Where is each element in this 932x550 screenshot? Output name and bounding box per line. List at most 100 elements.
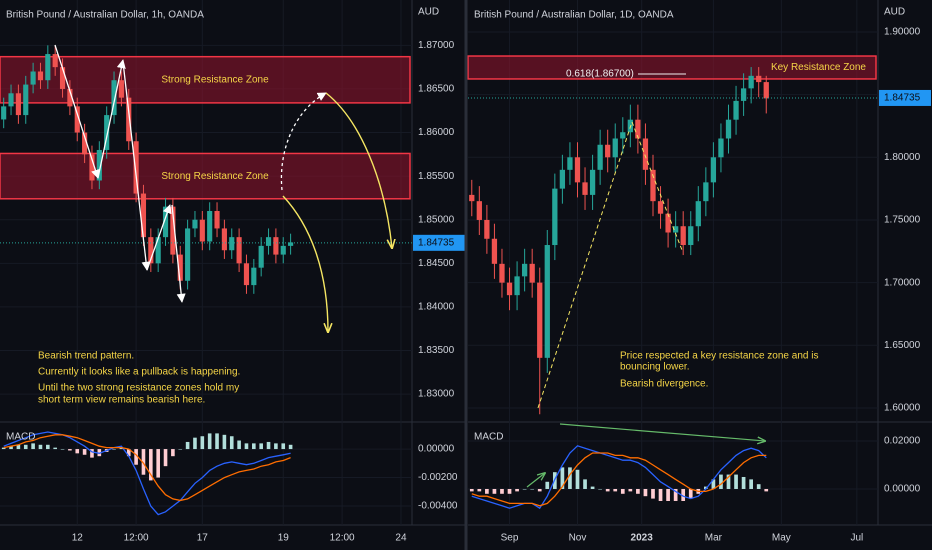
candle-body xyxy=(221,228,227,251)
macd-histogram-bar xyxy=(620,488,625,494)
macd-histogram-bar xyxy=(112,449,116,450)
macd-histogram-bar xyxy=(16,444,21,450)
candle-body xyxy=(537,282,543,358)
x-tick-label: 12:00 xyxy=(124,533,149,544)
macd-histogram-bar xyxy=(500,488,504,494)
candle-body xyxy=(243,263,250,286)
annotation: Bearish divergence. xyxy=(620,379,708,390)
macd-histogram-bar xyxy=(628,488,633,492)
macd-line xyxy=(3,431,291,516)
fib-label: 0.618(1.86700) xyxy=(566,69,634,80)
macd-histogram-bar xyxy=(719,474,723,489)
candle-body xyxy=(280,245,286,255)
y-tick-label: 1.70000 xyxy=(884,277,921,288)
annotation: Price respected a key resistance zone an… xyxy=(620,351,818,362)
y-tick-label: 1.87000 xyxy=(418,40,455,51)
candle-body xyxy=(23,84,29,116)
candle-body xyxy=(59,67,66,89)
candle-body xyxy=(118,80,124,98)
candle-body xyxy=(650,169,656,202)
last-price-label: 1.84735 xyxy=(418,237,455,248)
x-tick-label: 2023 xyxy=(631,533,654,544)
macd-histogram-bar xyxy=(530,488,535,490)
candle-body xyxy=(236,237,242,264)
candle-body xyxy=(688,226,694,246)
macd-histogram-bar xyxy=(259,443,263,450)
candle-body xyxy=(162,206,169,238)
zone-label: Strong Resistance Zone xyxy=(161,74,269,85)
chart-title: British Pound / Australian Dollar, 1D, O… xyxy=(474,10,674,21)
y-tick-label: 1.75000 xyxy=(884,215,921,226)
macd-histogram-bar xyxy=(688,488,693,499)
last-price-label: 1.84735 xyxy=(884,93,921,104)
macd-histogram-bar xyxy=(764,488,769,492)
y-tick-label: 1.86000 xyxy=(418,127,455,138)
macd-histogram-bar xyxy=(126,449,131,457)
macd-histogram-bar xyxy=(522,488,527,490)
candle-body xyxy=(96,149,102,181)
candle-body xyxy=(521,263,528,277)
macd-histogram-bar xyxy=(68,449,72,451)
candle-body xyxy=(199,219,205,242)
y-tick-label: -0.00200 xyxy=(418,472,458,483)
candle-body xyxy=(620,132,626,139)
last-price-box xyxy=(879,89,931,106)
y-tick-label: 1.84500 xyxy=(418,258,455,269)
x-tick-label: 12:00 xyxy=(330,533,355,544)
candle-body xyxy=(605,144,611,158)
candle-body xyxy=(763,82,769,99)
macd-histogram-bar xyxy=(82,449,87,455)
macd-histogram-bar xyxy=(477,488,482,492)
macd-histogram-bar xyxy=(711,479,716,489)
candle-body xyxy=(559,169,566,189)
macd-histogram-bar xyxy=(90,449,94,458)
macd-histogram-bar xyxy=(568,467,572,489)
macd-histogram-bar xyxy=(560,467,565,489)
x-tick-label: 12 xyxy=(72,533,84,544)
macd-histogram-bar xyxy=(9,446,13,450)
y-tick-label: 0.00000 xyxy=(884,484,921,495)
macd-histogram-bar xyxy=(53,447,57,450)
macd-histogram-bar xyxy=(207,433,212,450)
macd-histogram-bar xyxy=(163,449,168,467)
macd-histogram-bar xyxy=(266,441,271,450)
pane-title: MACD xyxy=(474,432,503,443)
macd-histogram-bar xyxy=(537,488,542,492)
axis-label: AUD xyxy=(418,7,439,18)
annotation: Until the two strong resistance zones ho… xyxy=(38,383,239,394)
macd-histogram-bar xyxy=(643,488,648,497)
candle-body xyxy=(140,193,147,238)
x-tick-label: Jul xyxy=(850,533,863,544)
candle-body xyxy=(265,237,272,246)
macd-histogram-bar xyxy=(726,474,731,489)
chart-title: British Pound / Australian Dollar, 1h, O… xyxy=(6,10,204,21)
y-tick-label: 1.86500 xyxy=(418,84,455,95)
chart-panel: 1.900001.850001.800001.750001.700001.650… xyxy=(467,0,932,544)
macd-histogram-bar xyxy=(485,488,489,494)
candle-body xyxy=(67,88,73,107)
candle-body xyxy=(251,267,257,286)
trend-line xyxy=(537,121,633,409)
candle-body xyxy=(258,245,264,268)
annotation: Currently it looks like a pullback is ha… xyxy=(38,367,240,378)
candle-body xyxy=(710,157,717,183)
axis-label: AUD xyxy=(884,7,905,18)
y-tick-label: 0.00000 xyxy=(418,444,455,455)
macd-histogram-bar xyxy=(38,444,43,450)
candle-body xyxy=(657,201,664,214)
macd-histogram-bar xyxy=(185,441,190,450)
candle-body xyxy=(635,119,641,139)
arrow xyxy=(122,61,151,271)
macd-histogram-bar xyxy=(288,444,293,450)
x-tick-label: 24 xyxy=(395,533,407,544)
candle-body xyxy=(177,254,183,281)
candle-body xyxy=(214,211,220,229)
macd-histogram-bar xyxy=(200,436,205,450)
macd-histogram-bar xyxy=(193,437,197,450)
macd-histogram-bar xyxy=(119,447,124,450)
candle-body xyxy=(612,138,618,158)
candle-body xyxy=(718,138,724,158)
macd-histogram-bar xyxy=(222,434,227,450)
